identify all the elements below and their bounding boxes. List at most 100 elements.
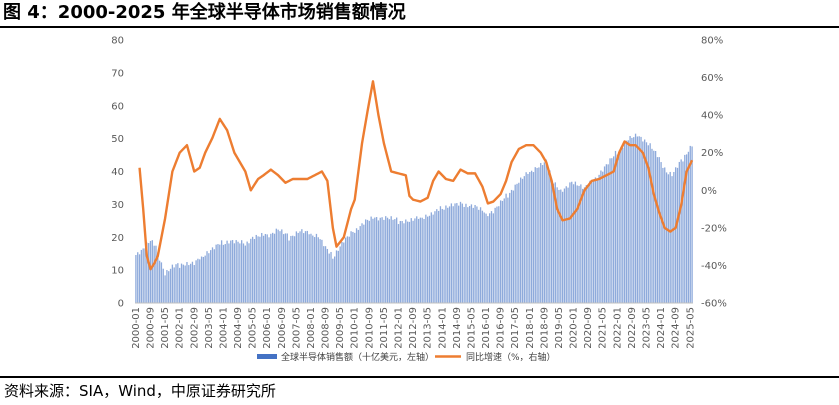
sales-bar xyxy=(374,217,376,303)
sales-bar xyxy=(664,167,666,303)
sales-bar xyxy=(634,133,637,303)
sales-bar xyxy=(445,205,447,303)
sales-bar xyxy=(383,219,385,303)
sales-bar xyxy=(246,241,248,303)
sales-bar xyxy=(443,209,445,303)
sales-bar xyxy=(532,172,535,303)
sales-bar xyxy=(377,220,380,303)
x-tick-label: 2006-01 xyxy=(262,307,273,349)
sales-bar xyxy=(390,216,392,303)
sales-bar xyxy=(138,254,141,303)
sales-bar xyxy=(312,235,314,303)
sales-bar xyxy=(405,219,407,303)
sales-bar xyxy=(140,249,143,303)
right-tick-label: 60% xyxy=(701,73,723,84)
x-tick-label: 2024-09 xyxy=(671,307,682,349)
x-tick-label: 2025-05 xyxy=(685,307,696,349)
sales-bar xyxy=(523,176,525,303)
sales-bar xyxy=(323,246,325,303)
sales-bar xyxy=(142,248,144,303)
sales-bar xyxy=(474,205,476,303)
sales-bar xyxy=(633,137,635,303)
x-tick-label: 2014-09 xyxy=(452,307,463,349)
sales-bar xyxy=(516,183,518,303)
sales-bar xyxy=(669,171,671,303)
sales-bar xyxy=(465,203,467,303)
left-tick-label: 20 xyxy=(111,233,124,244)
sales-bar xyxy=(177,263,179,303)
sales-bar xyxy=(277,229,279,303)
x-tick-label: 2008-09 xyxy=(321,307,332,349)
sales-bar xyxy=(157,252,159,303)
x-tick-label: 2010-09 xyxy=(364,307,375,349)
sales-bar xyxy=(481,210,484,303)
sales-bar xyxy=(432,214,434,303)
sales-bar xyxy=(188,265,190,303)
sales-bar xyxy=(450,203,453,303)
sales-bar xyxy=(348,236,350,303)
sales-bar xyxy=(423,218,425,303)
sales-bar xyxy=(359,226,361,303)
sales-bar xyxy=(297,232,299,303)
sales-bar xyxy=(592,179,595,303)
sales-bar xyxy=(525,172,527,303)
left-tick-label: 0 xyxy=(118,299,124,310)
left-tick-label: 30 xyxy=(111,200,124,211)
sales-bar xyxy=(341,242,343,303)
sales-bar xyxy=(357,229,360,303)
sales-bar xyxy=(654,151,657,303)
sales-bar xyxy=(416,216,418,303)
sales-bar xyxy=(193,265,195,303)
sales-bar xyxy=(361,223,363,303)
sales-bar xyxy=(572,184,575,303)
sales-bar xyxy=(459,201,462,303)
sales-bar xyxy=(372,218,374,303)
sales-bar xyxy=(574,181,577,303)
sales-bar xyxy=(306,230,308,303)
sales-bar xyxy=(463,206,465,303)
sales-bar xyxy=(675,167,677,303)
sales-bar xyxy=(603,166,606,303)
sales-bar xyxy=(257,236,259,303)
sales-bar xyxy=(678,161,680,303)
sales-bar xyxy=(507,197,509,303)
sales-bar xyxy=(676,167,679,303)
sales-bar xyxy=(244,245,246,303)
x-tick-label: 2018-09 xyxy=(539,307,550,349)
x-tick-label: 2000-09 xyxy=(146,307,157,349)
sales-bar xyxy=(530,170,533,303)
sales-bar xyxy=(266,234,268,303)
sales-bar xyxy=(189,263,192,303)
sales-bar xyxy=(354,232,356,303)
sales-bar xyxy=(197,258,199,303)
x-tick-label: 2008-01 xyxy=(306,307,317,349)
x-tick-label: 2002-09 xyxy=(189,307,200,349)
x-axis: 2000-01 2000-09 2001-05 2002-01 2002-09 2003-… xyxy=(131,307,696,349)
sales-bar xyxy=(665,172,668,303)
sales-bar xyxy=(653,150,655,303)
sales-bar xyxy=(388,219,391,303)
sales-bar xyxy=(618,150,620,303)
right-tick-label: -40% xyxy=(701,261,727,272)
sales-bar xyxy=(328,253,330,303)
sales-bar xyxy=(587,186,589,303)
growth-line-series xyxy=(138,80,694,271)
sales-bar xyxy=(386,217,389,303)
sales-bar xyxy=(561,191,564,303)
x-tick-label: 2019-05 xyxy=(554,307,565,349)
sales-bar xyxy=(434,211,436,303)
sales-bar xyxy=(439,206,442,303)
sales-bar xyxy=(602,171,604,303)
sales-bar xyxy=(303,233,305,303)
sales-bar xyxy=(538,167,540,303)
sales-bar xyxy=(478,209,480,303)
sales-bar xyxy=(458,205,460,303)
sales-bar xyxy=(631,137,633,303)
sales-bar xyxy=(381,217,383,303)
sales-bar xyxy=(551,178,553,303)
sales-bar xyxy=(520,177,522,303)
sales-bars xyxy=(135,133,693,303)
x-tick-label: 2022-01 xyxy=(612,307,623,349)
sales-bar xyxy=(228,243,230,303)
sales-bar xyxy=(261,232,263,303)
